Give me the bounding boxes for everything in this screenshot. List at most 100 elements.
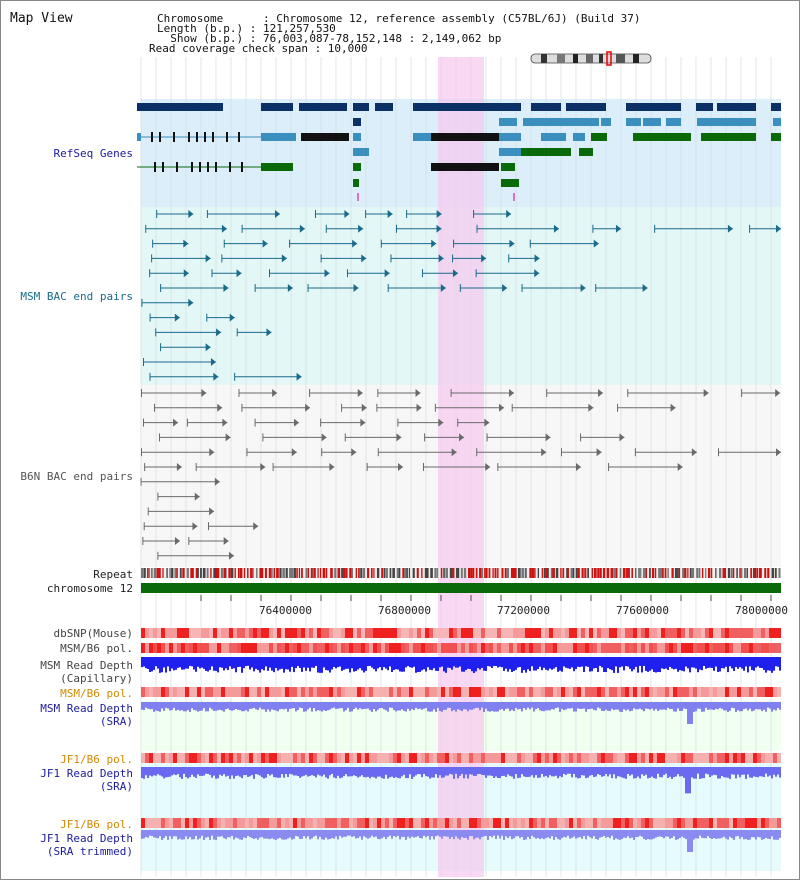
- repeat-element: [191, 568, 194, 578]
- heat-cell: [641, 687, 645, 697]
- label-dbsnp[interactable]: dbSNP(Mouse): [53, 627, 133, 640]
- heat-cell: [737, 643, 741, 653]
- heat-cell: [477, 643, 481, 653]
- heat-cell: [625, 643, 629, 653]
- depth-bar: [495, 830, 497, 839]
- heat-cell: [593, 628, 597, 638]
- repeat-element: [778, 568, 781, 578]
- depth-bar: [569, 657, 571, 669]
- heat-cell: [165, 687, 169, 697]
- heat-cell: [205, 818, 209, 828]
- depth-bar: [455, 767, 457, 774]
- depth-bar: [287, 767, 289, 778]
- heat-cell: [501, 818, 505, 828]
- depth-bar: [715, 702, 717, 709]
- heat-cell: [345, 687, 349, 697]
- depth-bar: [271, 830, 273, 839]
- heat-cell: [297, 628, 301, 638]
- heat-cell: [761, 687, 765, 697]
- repeat-element: [597, 568, 600, 578]
- heat-cell: [461, 818, 465, 828]
- heat-cell: [305, 628, 309, 638]
- label-msm-depth-cap[interactable]: MSM Read Depth: [40, 659, 133, 672]
- heat-cell: [245, 687, 249, 697]
- label-jf1-depth-trim[interactable]: JF1 Read Depth: [40, 832, 133, 845]
- depth-bar: [151, 767, 153, 777]
- heat-cell: [425, 687, 429, 697]
- heat-cell: [297, 643, 301, 653]
- depth-bar: [761, 657, 763, 669]
- depth-bar: [275, 657, 277, 668]
- depth-bar: [403, 830, 405, 837]
- depth-bar: [231, 702, 233, 711]
- heat-cell: [417, 818, 421, 828]
- heat-cell: [573, 643, 577, 653]
- depth-bar: [615, 702, 617, 710]
- refseq-exon: [261, 163, 293, 171]
- heat-cell: [549, 643, 553, 653]
- heat-cell: [593, 818, 597, 828]
- depth-bar: [149, 767, 151, 776]
- label-msm-bac[interactable]: MSM BAC end pairs: [20, 290, 133, 303]
- heat-cell: [549, 628, 553, 638]
- heat-cell: [313, 687, 317, 697]
- depth-bar: [751, 830, 753, 837]
- heat-cell: [317, 753, 321, 763]
- depth-bar: [299, 830, 301, 839]
- depth-bar: [307, 702, 309, 710]
- heat-cell: [401, 818, 405, 828]
- label-msm-b6-pol-1[interactable]: MSM/B6 pol.: [60, 642, 133, 655]
- heat-cell: [169, 687, 173, 697]
- heat-cell: [493, 687, 497, 697]
- label-jf1-b6-pol-2[interactable]: JF1/B6 pol.: [60, 818, 133, 831]
- heat-cell: [305, 643, 309, 653]
- label-refseq[interactable]: RefSeq Genes: [53, 147, 133, 160]
- depth-bar: [449, 767, 451, 774]
- depth-bar: [565, 657, 567, 668]
- heat-cell: [621, 643, 625, 653]
- b6n-bac-end: [293, 418, 299, 427]
- chromosome-ideogram[interactable]: [530, 51, 652, 66]
- heat-cell: [293, 628, 297, 638]
- depth-bar: [411, 702, 413, 710]
- heat-cell: [325, 818, 329, 828]
- heat-cell: [757, 753, 761, 763]
- heat-cell: [317, 687, 321, 697]
- heat-cell: [641, 818, 645, 828]
- depth-bar: [769, 767, 771, 776]
- depth-bar: [665, 657, 667, 669]
- depth-bar: [601, 657, 603, 668]
- repeat-element: [282, 568, 285, 578]
- refseq-exon-tick: [204, 132, 206, 142]
- repeat-element: [584, 568, 587, 578]
- refseq-exon: [573, 133, 585, 141]
- heat-cell: [693, 687, 697, 697]
- depth-bar: [525, 702, 527, 710]
- heat-cell: [157, 643, 161, 653]
- label-b6n-bac[interactable]: B6N BAC end pairs: [20, 470, 133, 483]
- repeat-element: [687, 568, 689, 578]
- heat-cell: [701, 628, 705, 638]
- depth-bar: [451, 702, 453, 712]
- label-jf1-depth-sra[interactable]: JF1 Read Depth: [40, 767, 133, 780]
- depth-bar: [507, 767, 509, 775]
- label-jf1-b6-pol-1[interactable]: JF1/B6 pol.: [60, 753, 133, 766]
- depth-bar: [401, 657, 403, 672]
- repeat-element: [443, 568, 445, 578]
- heat-cell: [613, 643, 617, 653]
- depth-bar: [585, 767, 587, 779]
- msm-bac-end: [431, 239, 437, 248]
- depth-bar: [561, 702, 563, 709]
- label-msm-b6-pol-2[interactable]: MSM/B6 pol.: [60, 687, 133, 700]
- depth-bar: [227, 702, 229, 709]
- label-msm-depth-sra[interactable]: MSM Read Depth: [40, 702, 133, 715]
- depth-bar: [437, 657, 439, 671]
- depth-bar: [251, 702, 253, 709]
- repeat-element: [475, 568, 478, 578]
- depth-bar: [261, 830, 263, 838]
- depth-bar: [503, 830, 505, 840]
- heat-cell: [249, 643, 253, 653]
- heat-cell: [529, 687, 533, 697]
- depth-bar: [579, 767, 581, 778]
